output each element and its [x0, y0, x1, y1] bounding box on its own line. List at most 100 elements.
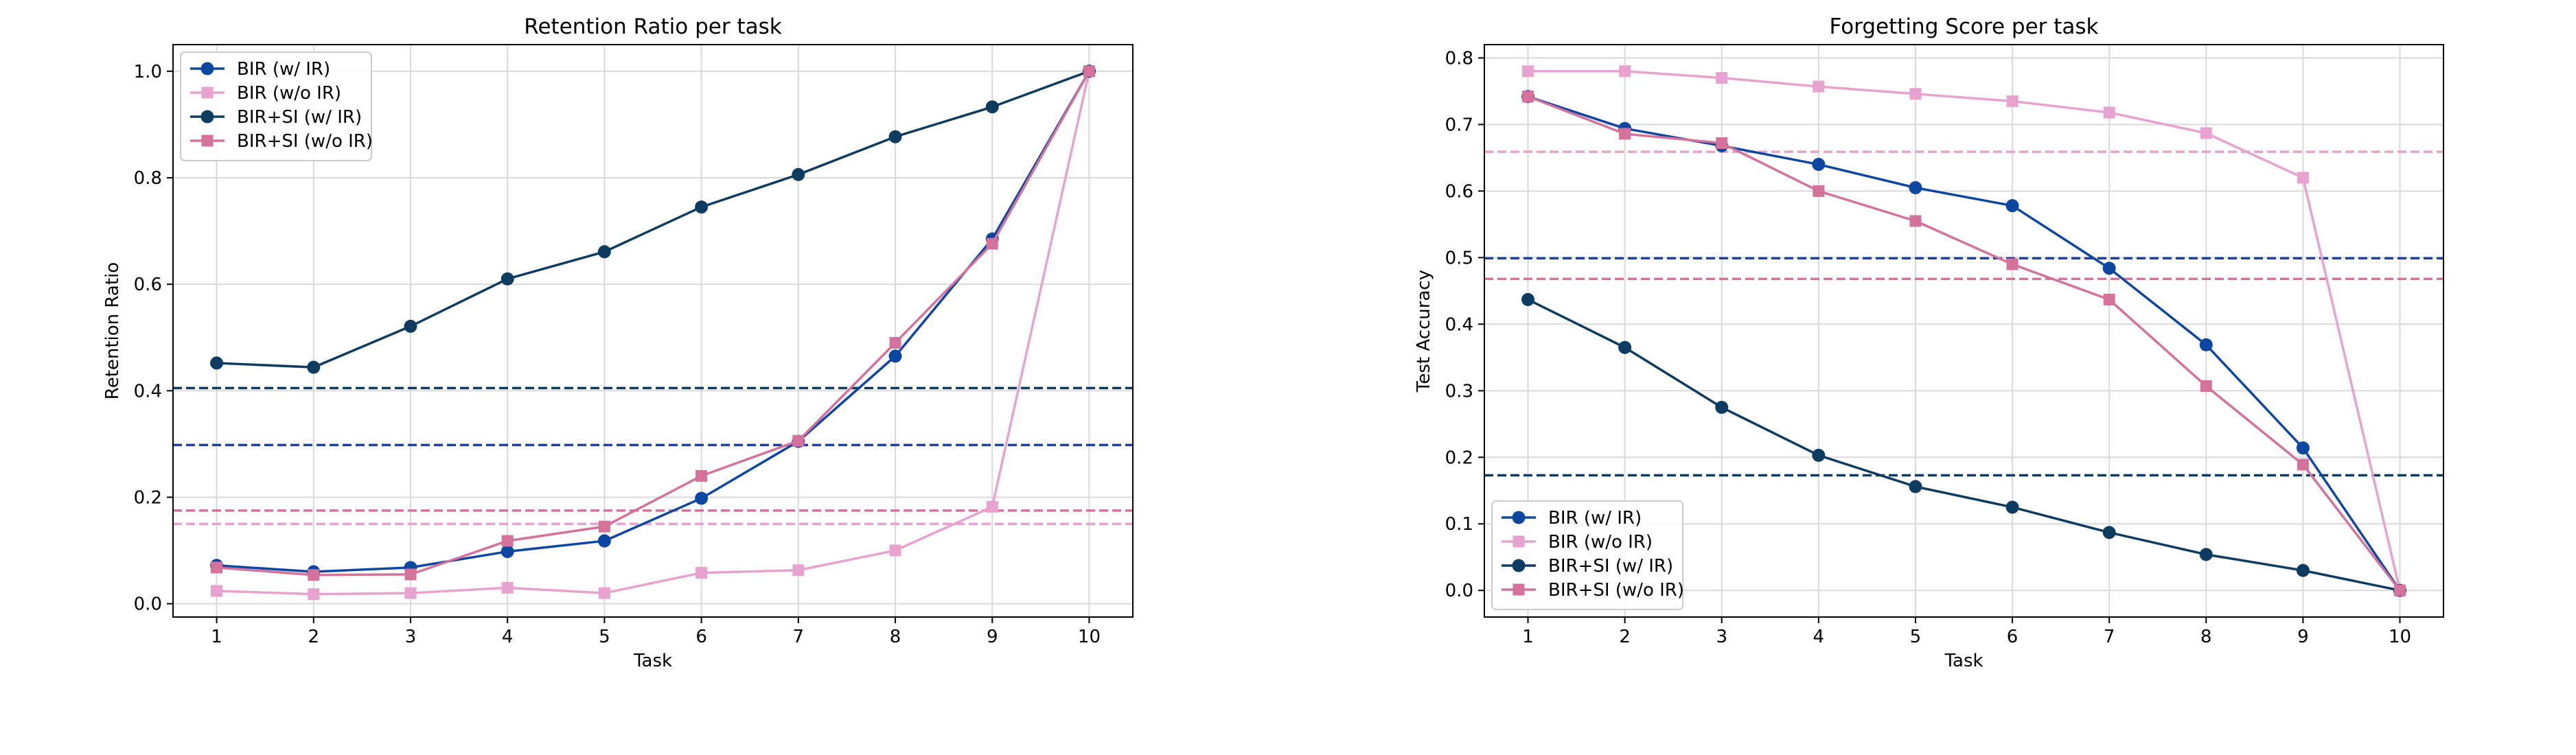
data-point: [792, 167, 805, 181]
x-tick-label: 2: [1619, 627, 1631, 647]
chart-forgetting-score: 1 2 3 4 5 6 7 8 9 10 0.0 0.1 0.2 0.3 0.4 0.5 0.6 0.7 0.8 Fo…: [1414, 14, 2444, 671]
legend-marker: [200, 62, 214, 76]
x-tick-label: 6: [2007, 627, 2019, 647]
x-tick-label: 4: [1813, 627, 1825, 647]
legend-label: BIR+SI (w/o IR): [1548, 580, 1684, 601]
axes-frame: [172, 44, 1134, 618]
y-axis-label: Retention Ratio: [102, 262, 123, 399]
legend-entry: BIR (w/o IR): [190, 83, 341, 104]
x-axis: 1 2 3 4 5 6 7 8 9 10: [211, 617, 1101, 647]
data-point: [404, 319, 417, 333]
y-tick-label: 0.4: [134, 381, 162, 402]
data-point: [1715, 401, 1729, 415]
x-tick-label: 10: [2389, 627, 2411, 647]
data-point: [501, 581, 514, 594]
data-point: [1813, 80, 1825, 93]
x-tick-label: 10: [1078, 627, 1101, 647]
legend-marker: [200, 110, 214, 124]
x-tick-label: 7: [2104, 627, 2115, 647]
data-point: [404, 587, 417, 599]
chart-retention-ratio: 1 2 3 4 5 6 7 8 9 10 0.0 0.2 0.4 0.6 0.8 1.0 Retention R…: [102, 14, 1134, 671]
reference-lines: [173, 386, 1133, 525]
legend-entry: BIR+SI (w/ IR): [190, 107, 362, 128]
data-point: [1619, 128, 1631, 140]
legend-marker: [1513, 535, 1525, 548]
y-tick-label: 0.6: [1445, 181, 1473, 202]
legend-label: BIR (w/ IR): [1548, 508, 1642, 528]
data-point: [2103, 106, 2115, 119]
data-point: [889, 544, 901, 557]
series-line: [1527, 95, 2401, 592]
legend-marker: [1512, 511, 1526, 524]
chart-title: Forgetting Score per task: [1829, 14, 2098, 39]
y-tick-label: 0.8: [1445, 48, 1473, 69]
series-line: [216, 70, 1090, 369]
y-tick-label: 0.5: [1445, 248, 1473, 268]
legend-label: BIR (w/ IR): [237, 59, 330, 80]
data-point: [1812, 158, 1826, 172]
data-point: [597, 245, 611, 259]
data-point: [2006, 95, 2019, 107]
y-tick-label: 0.0: [1445, 581, 1473, 601]
legend: BIR (w/ IR) BIR (w/o IR) BIR+SI (w/ IR) BIR…: [180, 51, 373, 161]
data-point: [1618, 340, 1632, 354]
data-point: [2200, 380, 2212, 392]
data-point: [888, 130, 902, 143]
data-point: [598, 587, 610, 599]
data-point: [1909, 181, 1922, 194]
y-tick-label: 0.3: [1445, 381, 1473, 402]
data-point: [792, 434, 805, 447]
x-tick-label: 5: [1910, 627, 1922, 647]
data-point: [1909, 480, 1922, 493]
data-point: [2199, 548, 2213, 561]
legend-entry: BIR (w/ IR): [190, 59, 330, 80]
legend-marker: [201, 86, 214, 99]
data-point: [889, 336, 901, 349]
y-tick-label: 0.2: [134, 487, 162, 508]
data-point: [308, 588, 320, 601]
data-point: [695, 469, 708, 482]
data-point: [1716, 137, 1728, 150]
y-tick-label: 0.2: [1445, 448, 1473, 468]
x-tick-label: 9: [987, 627, 998, 647]
data-point: [2297, 458, 2309, 471]
x-tick-label: 1: [211, 627, 222, 647]
data-point: [888, 349, 902, 363]
y-tick-label: 0.7: [1445, 115, 1473, 135]
data-point: [986, 500, 998, 513]
x-axis-label: Task: [1944, 651, 1983, 671]
data-point: [1522, 65, 1534, 78]
reference-lines: [1484, 150, 2443, 477]
x-tick-label: 4: [502, 627, 514, 647]
legend-label: BIR+SI (w/ IR): [237, 107, 362, 128]
data-point: [597, 534, 611, 548]
data-point: [695, 200, 709, 214]
x-axis: 1 2 3 4 5 6 7 8 9 10: [1522, 617, 2411, 647]
series-3: [1521, 292, 2406, 597]
y-axis: 0.0 0.2 0.4 0.6 0.8 1.0: [134, 62, 173, 615]
data-point: [986, 237, 998, 250]
legend-marker: [1513, 583, 1525, 596]
data-point: [2297, 172, 2309, 184]
legend-entry: BIR (w/o IR): [1502, 532, 1653, 553]
legend-entry: BIR+SI (w/ IR): [1502, 556, 1673, 577]
data-point: [308, 569, 320, 581]
data-point: [404, 568, 417, 581]
data-point: [695, 567, 708, 579]
data-point: [1909, 88, 1922, 100]
series-line: [216, 71, 1091, 596]
x-tick-label: 9: [2297, 627, 2309, 647]
data-point: [307, 360, 321, 374]
data-point: [2005, 199, 2019, 213]
legend-box: [180, 51, 372, 161]
data-point: [2296, 564, 2310, 577]
series-line: [216, 70, 1090, 573]
data-point: [501, 535, 514, 547]
axes-frame: [1484, 44, 2444, 618]
data-point: [1813, 185, 1825, 197]
data-point: [598, 520, 610, 533]
data-point: [1521, 292, 1534, 306]
series-line: [1527, 298, 2400, 592]
series-4: [211, 65, 1095, 581]
